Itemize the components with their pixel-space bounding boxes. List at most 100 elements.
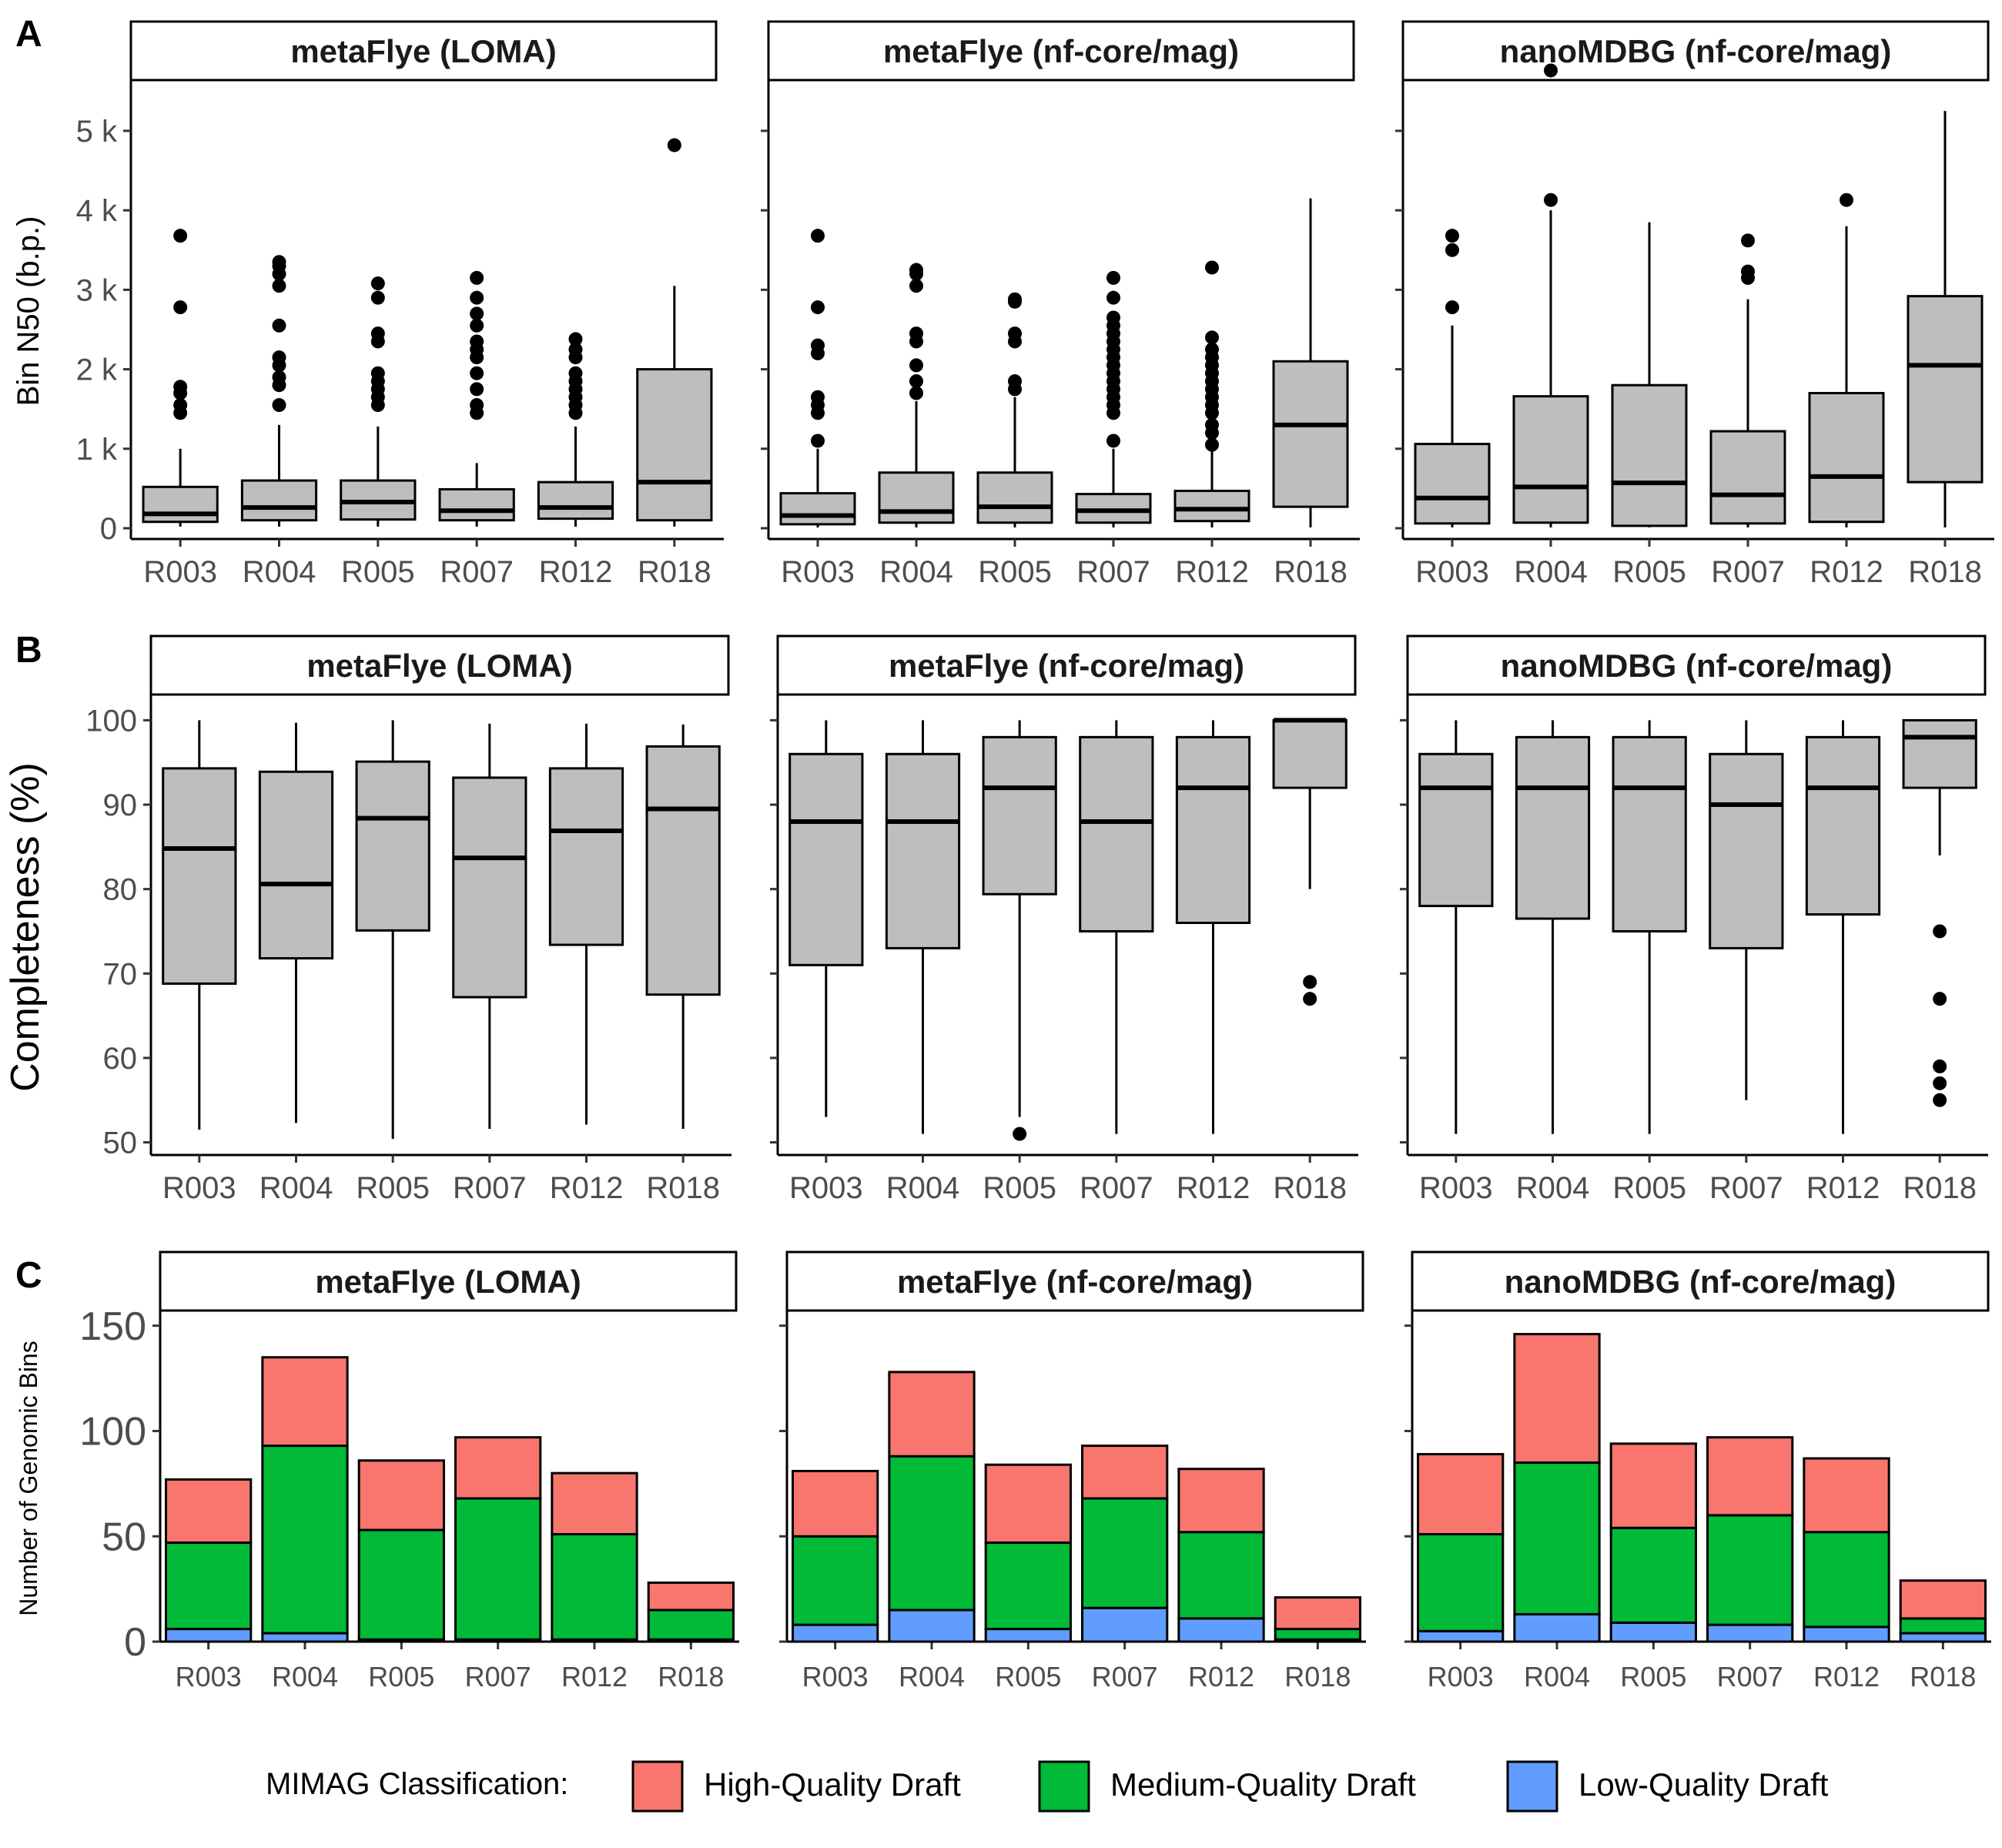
box-r003 <box>1418 720 1494 1134</box>
bar-segment-r005-low <box>984 1628 1072 1643</box>
bar-segment-r003-medium <box>792 1535 879 1626</box>
box-r007 <box>1709 720 1784 1100</box>
outlier-point <box>1205 330 1219 345</box>
outlier-point <box>1106 270 1120 285</box>
box-r005 <box>976 292 1053 527</box>
bar-segment-r004-medium <box>1513 1461 1601 1615</box>
x-tick-label: R007 <box>1709 1171 1783 1205</box>
outlier-point <box>272 398 286 413</box>
x-tick-label: R012 <box>561 1661 628 1692</box>
outlier-point <box>811 434 825 448</box>
outlier-point <box>811 390 825 404</box>
bar-segment-r005-medium <box>984 1541 1072 1631</box>
bar-segment-r003-high <box>1417 1453 1505 1535</box>
outlier-point <box>370 276 385 291</box>
bar-segment-r012-high <box>1803 1457 1890 1534</box>
box-r012 <box>1808 192 1885 527</box>
outlier-point <box>370 366 385 380</box>
bar-segment-r003-low <box>1417 1629 1505 1643</box>
iqr-box <box>1902 718 1977 789</box>
outlier-point <box>1008 374 1022 389</box>
legend-title: MIMAG Classification: <box>266 1767 568 1801</box>
box-r005 <box>340 276 417 527</box>
bar-segment-r012-high <box>1177 1468 1265 1534</box>
bar-segment-r007-medium <box>1706 1514 1794 1626</box>
panel-c: C Number of Genomic Bins metaFlye (LOMA) 0 5… <box>15 1250 1991 1692</box>
bar-segment-r007-high <box>454 1436 542 1500</box>
box-r018 <box>1902 718 1977 1107</box>
outlier-point <box>470 318 484 333</box>
outlier-point <box>1303 992 1317 1006</box>
x-tick-label: R012 <box>1806 1171 1880 1205</box>
panel-letter-b: B <box>15 630 42 671</box>
bar-segment-r012-medium <box>1177 1531 1265 1620</box>
iqr-box <box>1515 735 1591 920</box>
facet-title: nanoMDBG (nf-core/mag) <box>1505 1264 1897 1300</box>
bar-segment-r012-high <box>551 1471 638 1535</box>
x-tick-label: R005 <box>983 1171 1056 1205</box>
box-r018 <box>636 138 713 527</box>
x-tick-label: R018 <box>1274 555 1348 589</box>
iqr-box <box>240 479 318 522</box>
bar-segment-r004-medium <box>888 1455 976 1612</box>
x-tick-label: R018 <box>1908 555 1982 589</box>
bar-segment-r003-high <box>165 1478 253 1544</box>
outlier-point <box>1933 1076 1947 1090</box>
y-tick-label: 80 <box>103 873 138 907</box>
bar-segment-r003-medium <box>165 1541 253 1631</box>
bar-segment-r007-low <box>1706 1623 1794 1643</box>
y-tick-label: 5 k <box>76 115 118 149</box>
bar-segment-r007-low <box>1081 1606 1169 1643</box>
panel-letter-a: A <box>15 14 42 55</box>
box-r007 <box>452 723 527 1130</box>
y-tick-label: 1 k <box>76 433 118 467</box>
bar-segment-r018-medium <box>1274 1628 1361 1641</box>
bar-segment-r004-low <box>261 1632 349 1643</box>
panel-a: A Bin N50 (b.p.) metaFlye (LOMA) 0 1 k 2 k 3 k… <box>12 14 1994 589</box>
outlier-point <box>1544 63 1558 78</box>
x-tick-label: R018 <box>646 1171 720 1205</box>
facet-3: nanoMDBG (nf-core/mag) R003 R004 R005 R007 R0… <box>1400 634 1988 1205</box>
bar-segment-r012-medium <box>1803 1531 1890 1629</box>
bar-segment-r018-medium <box>647 1609 735 1641</box>
facet-strip <box>1411 1250 1990 1312</box>
x-tick-label: R018 <box>1284 1661 1351 1692</box>
iqr-box <box>548 767 624 946</box>
box-r004 <box>878 263 955 527</box>
bar-segment-r012-low <box>1177 1617 1265 1643</box>
outlier-point <box>272 279 286 293</box>
x-tick-label: R004 <box>1514 555 1588 589</box>
outlier-point <box>272 350 286 365</box>
facet-1: metaFlye (LOMA) 50 60 70 80 90 100 R003 R004 R005… <box>85 634 732 1205</box>
x-tick-label: R005 <box>978 555 1052 589</box>
box-r018 <box>1272 718 1348 1006</box>
x-tick-label: R005 <box>1620 1661 1686 1692</box>
outlier-point <box>1303 975 1317 989</box>
box-r018 <box>645 724 721 1130</box>
x-tick-label: R005 <box>341 555 415 589</box>
iqr-box <box>1611 383 1688 527</box>
iqr-box <box>1175 735 1251 925</box>
x-tick-label: R007 <box>440 555 514 589</box>
outlier-point <box>1544 192 1558 207</box>
outlier-point <box>173 229 188 243</box>
outlier-point <box>1741 264 1755 279</box>
x-tick-label: R007 <box>453 1171 527 1205</box>
x-tick-label: R007 <box>465 1661 531 1692</box>
bar-segment-r003-medium <box>1417 1532 1505 1632</box>
facet-strip <box>767 20 1355 82</box>
iqr-box <box>1414 443 1491 525</box>
x-tick-label: R004 <box>886 1171 960 1205</box>
x-tick-label: R012 <box>1177 1171 1250 1205</box>
outlier-point <box>1933 1093 1947 1107</box>
x-tick-label: R003 <box>802 1661 869 1692</box>
facet-2: metaFlye (nf-core/mag) R003 R004 R005 R007 R0… <box>761 20 1360 589</box>
iqr-box <box>645 745 721 996</box>
y-tick-label: 4 k <box>76 194 118 228</box>
iqr-box <box>1612 735 1687 932</box>
x-tick-label: R003 <box>162 1171 236 1205</box>
box-r012 <box>1173 260 1250 527</box>
box-r003 <box>142 229 219 527</box>
iqr-box <box>1418 752 1494 908</box>
iqr-box <box>1272 718 1348 789</box>
